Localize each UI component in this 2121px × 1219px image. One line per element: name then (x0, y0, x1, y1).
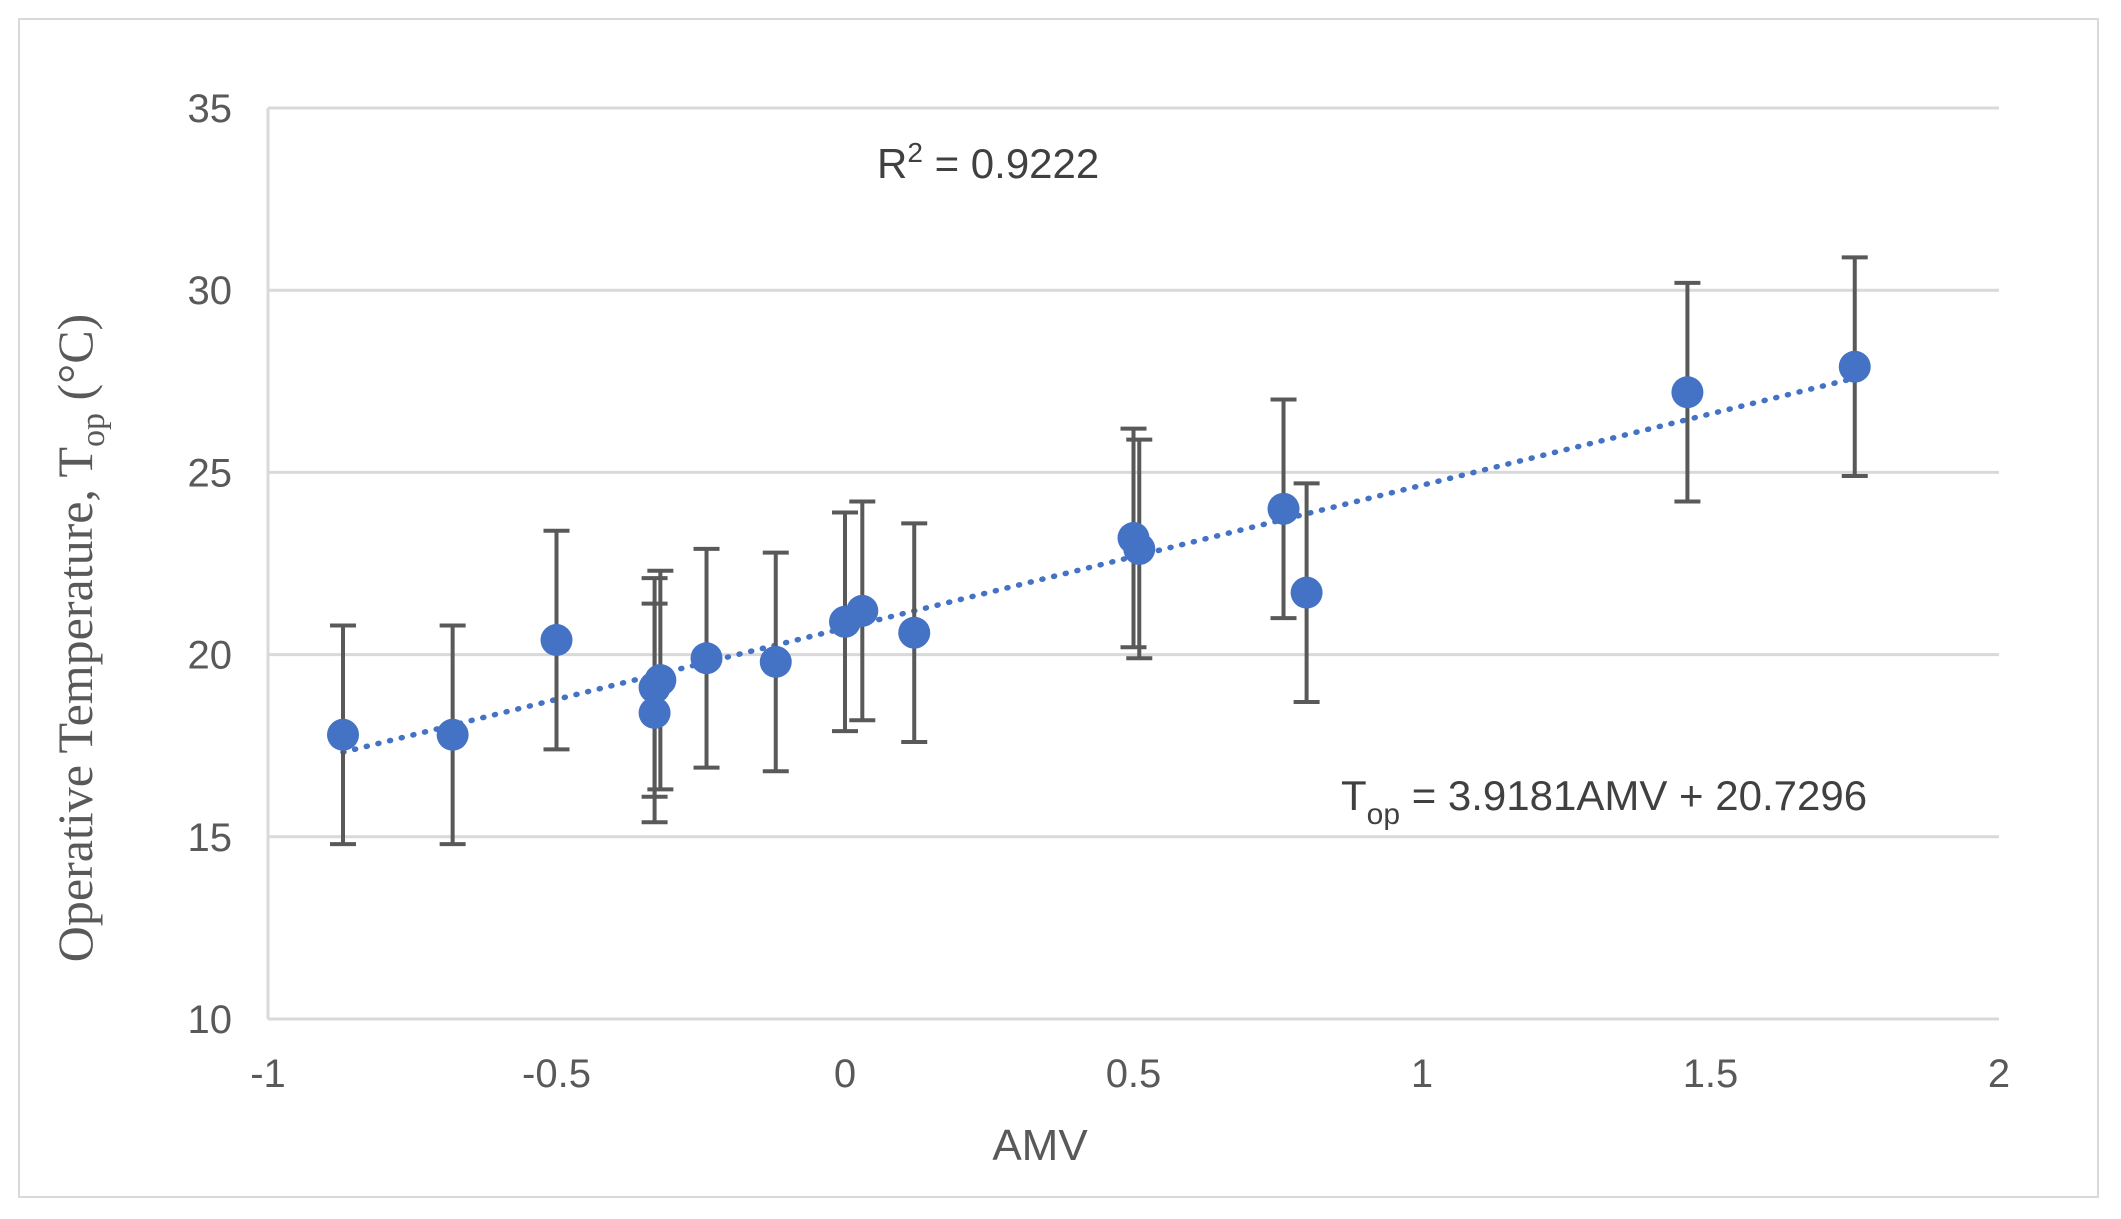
error-bars (330, 255, 1868, 847)
r-squared-sup: 2 (907, 137, 923, 168)
r-squared-value: = 0.9222 (923, 140, 1099, 187)
chart-frame: 10 15 20 25 30 35 -1 -0.5 0 0.5 1 1.5 2 AMV Operativ… (18, 18, 2099, 1198)
data-point (436, 718, 469, 751)
x-tick-label: -0.5 (522, 1052, 591, 1096)
y-tick-label: 10 (188, 998, 233, 1042)
trend-equation-body: = 3.9181AMV + 20.7296 (1400, 772, 1867, 819)
y-tick-label: 15 (188, 816, 233, 860)
data-point (327, 718, 360, 751)
x-tick-label: 1.5 (1683, 1052, 1739, 1096)
data-point (638, 696, 671, 729)
x-tick-label: 0 (834, 1052, 856, 1096)
chart-svg: 10 15 20 25 30 35 -1 -0.5 0 0.5 1 1.5 2 AMV Operativ… (47, 87, 2011, 1170)
data-point (1123, 532, 1156, 565)
trend-equation-label: Top = 3.9181AMV + 20.7296 (1341, 772, 1867, 831)
data-point (1838, 350, 1871, 383)
data-point (540, 624, 573, 657)
y-axis-title-unit: (°C) (47, 314, 103, 413)
r-squared-prefix: R (877, 140, 907, 187)
data-point (846, 594, 879, 627)
y-tick-label: 25 (188, 451, 233, 495)
trend-equation-prefix: T (1341, 772, 1367, 819)
data-point (1671, 376, 1704, 409)
y-axis-title-sub: op (75, 413, 112, 447)
data-point (1290, 576, 1323, 609)
y-tick-label: 20 (188, 634, 233, 678)
data-points (327, 350, 1871, 751)
trend-equation-sub: op (1367, 798, 1400, 831)
data-point (898, 616, 931, 649)
x-tick-label: 0.5 (1106, 1052, 1162, 1096)
y-tick-label: 30 (188, 269, 233, 313)
data-point (690, 642, 723, 675)
y-axis-title: Operative Temperature, Top (°C) (47, 314, 112, 962)
tick-labels: 10 15 20 25 30 35 -1 -0.5 0 0.5 1 1.5 2 (188, 87, 2011, 1096)
x-tick-label: 1 (1411, 1052, 1433, 1096)
plot-axes (266, 108, 1999, 1021)
data-point (644, 664, 677, 697)
data-point (759, 645, 792, 678)
x-axis-title: AMV (992, 1121, 1088, 1170)
trendline (340, 375, 1858, 755)
data-point (1267, 492, 1300, 525)
y-axis-title-main: Operative Temperature, T (47, 447, 103, 962)
x-tick-label: -1 (250, 1052, 286, 1096)
x-tick-label: 2 (1988, 1052, 2010, 1096)
trendline-group (340, 375, 1858, 755)
y-tick-label: 35 (188, 87, 233, 131)
r-squared-label: R2 = 0.9222 (877, 137, 1099, 187)
